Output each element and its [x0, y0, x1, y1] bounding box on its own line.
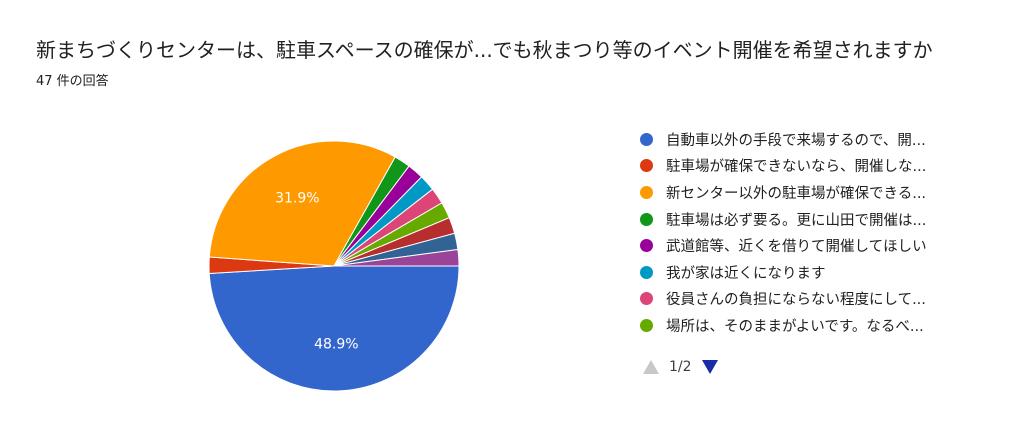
legend-label: 自動車以外の手段で来場するので、開... — [666, 132, 926, 149]
legend-item[interactable]: 武道館等、近くを借りて開催してほしい — [640, 232, 927, 259]
legend-swatch — [640, 212, 653, 226]
legend-swatch — [640, 318, 653, 332]
legend-pager: 1/2 — [643, 359, 718, 375]
legend-label: 役員さんの負担にならない程度にして... — [666, 292, 926, 309]
pie-slice-11[interactable] — [333, 248, 460, 267]
legend-swatch — [640, 292, 653, 306]
slice-data-label: 48.9% — [314, 336, 358, 352]
triangle-down-icon[interactable] — [701, 360, 718, 374]
legend-item[interactable]: 駐車場が確保できないなら、開催しな... — [640, 153, 927, 180]
slice-data-label: 31.9% — [275, 191, 319, 207]
legend-label: 我が家は近くになります — [666, 265, 826, 282]
legend-label: 場所は、そのままがよいです。なるべ... — [666, 318, 924, 335]
legend-swatch — [640, 265, 653, 279]
pie-chart: 48.9% 31.9% — [208, 140, 460, 392]
legend-label: 新センター以外の駐車場が確保できる... — [666, 185, 927, 202]
legend-label: 駐車場は必ず要る。更に山田で開催は... — [666, 212, 927, 229]
legend-label: 駐車場が確保できないなら、開催しな... — [666, 159, 927, 176]
legend-item[interactable]: 駐車場は必ず要る。更に山田で開催は... — [640, 206, 927, 233]
legend: 自動車以外の手段で来場するので、開... 駐車場が確保できないなら、開催しな...… — [640, 126, 927, 339]
legend-swatch — [640, 132, 653, 146]
page-indicator: 1/2 — [669, 359, 692, 375]
legend-item[interactable]: 役員さんの負担にならない程度にして... — [640, 286, 927, 313]
legend-item[interactable]: 新センター以外の駐車場が確保できる... — [640, 179, 927, 206]
chart-title: 新まちづくりセンターは、駐車スペースの確保が...でも秋まつり等のイベント開催を… — [36, 38, 933, 62]
response-count: 47 件の回答 — [36, 74, 109, 89]
legend-swatch — [640, 185, 653, 199]
legend-label: 武道館等、近くを借りて開催してほしい — [666, 239, 927, 256]
legend-item[interactable]: 我が家は近くになります — [640, 259, 927, 286]
legend-swatch — [640, 159, 653, 173]
legend-item[interactable]: 場所は、そのままがよいです。なるべ... — [640, 312, 927, 339]
triangle-up-icon[interactable] — [643, 360, 659, 374]
legend-item[interactable]: 自動車以外の手段で来場するので、開... — [640, 126, 927, 153]
pie-slice-1[interactable] — [208, 265, 460, 392]
pie-slice-3[interactable] — [208, 140, 396, 267]
legend-swatch — [640, 239, 653, 253]
